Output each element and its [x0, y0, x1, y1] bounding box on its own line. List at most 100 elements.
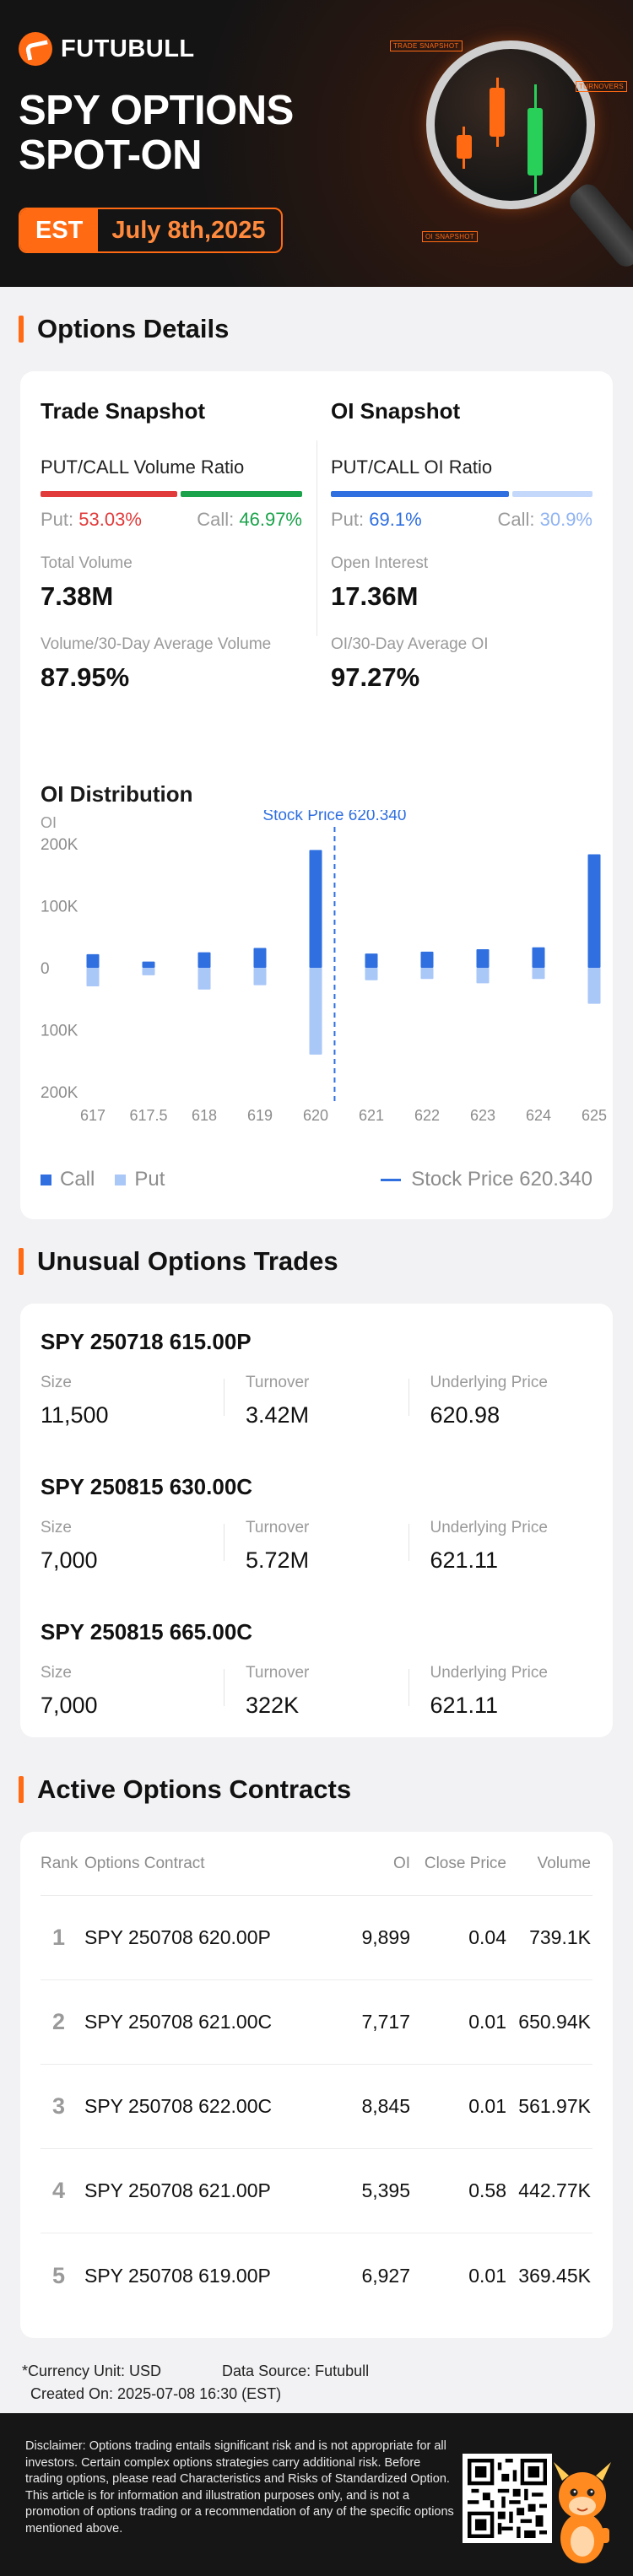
contract-cell: SPY 250708 622.00C — [84, 2095, 273, 2117]
underlying-price-label: Underlying Price — [430, 1374, 548, 1391]
close-price-cell: 0.01 — [468, 2011, 506, 2033]
qr-code[interactable] — [463, 2454, 552, 2543]
section-header-unusual: Unusual Options Trades — [0, 1219, 633, 1304]
oi-ratio-values: Put: 69.1% Call: 30.9% — [331, 509, 592, 531]
report-date: July 8th,2025 — [111, 217, 266, 244]
bull-mascot-icon — [554, 2462, 611, 2563]
stock-price-label: Stock Price 620.340 — [262, 810, 406, 824]
volume-cell: 442.77K — [518, 2179, 591, 2201]
y-tick-label: 200K — [41, 1084, 78, 1102]
y-tick-label: 100K — [41, 899, 78, 916]
call-bar — [587, 854, 601, 968]
underlying-price-value: 621.11 — [430, 1547, 499, 1573]
brand-name: FUTUBULL — [61, 35, 195, 62]
size-value: 11,500 — [41, 1402, 109, 1428]
turnover-value: 5.72M — [246, 1547, 310, 1573]
section-header-details: Options Details — [0, 287, 633, 371]
underlying-price-value: 620.98 — [430, 1402, 500, 1428]
oi-ratio-bar — [331, 491, 592, 497]
call-oi-value: 30.9% — [539, 509, 592, 530]
size-label: Size — [41, 1374, 72, 1391]
put-bar — [86, 968, 100, 987]
put-volume-segment — [41, 491, 178, 497]
y-axis-title: OI — [41, 814, 57, 831]
section-header-active: Active Options Contracts — [0, 1747, 633, 1832]
disclaimer-text: Disclaimer: Options trading entails sign… — [25, 2439, 454, 2535]
green-candle-icon — [528, 108, 543, 176]
unusual-trade-item: SPY 250815 665.00C Size 7,000 Turnover 322… — [41, 1612, 592, 1758]
close-price-cell: 0.04 — [468, 1926, 506, 1948]
x-tick-label: 617 — [80, 1107, 106, 1124]
size-label: Size — [41, 1519, 72, 1536]
avg-oi-label: OI/30-Day Average OI — [331, 635, 489, 653]
total-volume-value: 7.38M — [41, 581, 114, 611]
y-tick-label: 0 — [41, 960, 50, 978]
call-bar — [476, 948, 490, 968]
chart-legend: Call Put Stock Price 620.340 — [41, 1168, 592, 1191]
title-line-2: SPOT-ON — [19, 132, 203, 178]
put-oi-value: 69.1% — [369, 509, 422, 530]
table-row: 2 SPY 250708 621.00C 7,717 0.01 650.94K — [41, 1980, 592, 2065]
rank-cell: 3 — [52, 2093, 66, 2119]
unusual-trades-card: SPY 250718 615.00P Size 11,500 Turnover 3.… — [20, 1304, 613, 1737]
put-legend-swatch — [115, 1174, 127, 1185]
put-oi-segment — [331, 491, 510, 497]
open-interest-value: 17.36M — [331, 581, 419, 611]
section-title: Unusual Options Trades — [37, 1246, 338, 1276]
rank-cell: 1 — [52, 1925, 66, 1950]
volume-ratio-values: Put: 53.03% Call: 46.97% — [41, 509, 302, 531]
close-price-cell: 0.01 — [468, 2095, 506, 2117]
table-row: 1 SPY 250708 620.00P 9,899 0.04 739.1K — [41, 1896, 592, 1980]
turnover-label: Turnover — [246, 1664, 310, 1682]
call-bar — [253, 948, 267, 968]
put-bar — [142, 968, 155, 975]
underlying-price-label: Underlying Price — [430, 1519, 548, 1536]
put-label: Put: — [331, 509, 365, 530]
trade-contract-name: SPY 250815 630.00C — [41, 1474, 253, 1499]
contract-cell: SPY 250708 621.00P — [84, 2179, 271, 2201]
rank-cell: 4 — [52, 2178, 66, 2203]
call-bar — [532, 947, 545, 968]
oi-snapshot: OI Snapshot PUT/CALL OI Ratio Put: 69.1%… — [331, 371, 592, 693]
y-tick-label: 200K — [41, 836, 78, 854]
section-accent-bar — [19, 1248, 24, 1275]
footnotes: *Currency Unit: USD Data Source: Futubul… — [0, 2338, 633, 2406]
oi-header: OI — [392, 1854, 410, 1872]
rank-cell: 2 — [52, 2009, 66, 2034]
call-label: Call: — [497, 509, 535, 530]
avg-oi-value: 97.27% — [331, 662, 420, 692]
put-bar — [309, 968, 322, 1055]
volume-ratio-bar — [41, 491, 302, 497]
x-tick-label: 620 — [303, 1107, 328, 1124]
unusual-trade-item: SPY 250815 630.00C Size 7,000 Turnover 5.7… — [41, 1467, 592, 1612]
x-tick-label: 618 — [192, 1107, 217, 1124]
contract-header: Options Contract — [84, 1854, 205, 1872]
table-row: 5 SPY 250708 619.00P 6,927 0.01 369.45K — [41, 2233, 592, 2318]
volume-cell: 369.45K — [518, 2264, 591, 2287]
stock-price-legend-line — [381, 1178, 402, 1181]
section-accent-bar — [19, 316, 24, 343]
x-tick-label: 625 — [582, 1107, 607, 1124]
timezone-label: EST — [20, 209, 99, 251]
oi-snapshot-title: OI Snapshot — [331, 398, 461, 424]
put-bar — [253, 968, 267, 986]
oi-cell: 9,899 — [361, 1926, 410, 1948]
call-legend-swatch — [41, 1174, 51, 1185]
small-candle-icon — [457, 135, 472, 159]
oi-cell: 8,845 — [361, 2095, 410, 2117]
futubull-logo: FUTUBULL — [19, 32, 195, 66]
put-bar — [476, 968, 490, 984]
close-price-header: Close Price — [424, 1854, 506, 1872]
date-badge: EST July 8th,2025 — [19, 208, 283, 253]
put-legend-label: Put — [134, 1168, 165, 1191]
size-value: 7,000 — [41, 1547, 98, 1573]
volume-cell: 739.1K — [529, 1926, 591, 1948]
call-bar — [420, 951, 434, 968]
x-tick-label: 617.5 — [129, 1107, 167, 1124]
rank-header: Rank — [41, 1854, 78, 1872]
call-volume-value: 46.97% — [239, 509, 302, 530]
x-tick-label: 622 — [414, 1107, 440, 1124]
turnover-label: Turnover — [246, 1519, 310, 1536]
x-tick-label: 623 — [470, 1107, 495, 1124]
bull-logo-icon — [19, 32, 52, 66]
